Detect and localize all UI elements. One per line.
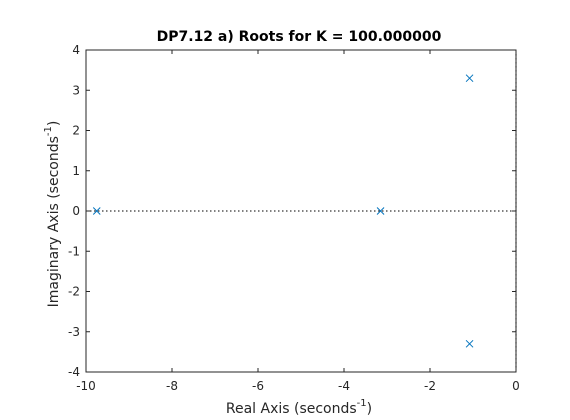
y-tick-label: -1: [68, 244, 80, 258]
x-tick-label: -10: [76, 379, 96, 393]
root-marker-stroke: [376, 207, 385, 215]
y-axis-label: Imaginary Axis (seconds-1): [43, 121, 62, 308]
x-tick-label: -4: [338, 379, 350, 393]
x-tick-label: 0: [512, 379, 520, 393]
plot-area: [85, 49, 517, 373]
root-marker: [465, 339, 474, 348]
y-axis-label-suffix: ): [46, 121, 62, 126]
x-tick-label: -2: [424, 379, 436, 393]
y-tick-label: 4: [72, 43, 80, 57]
root-marker-stroke: [92, 207, 101, 215]
x-axis-label: Real Axis (seconds-1): [226, 398, 372, 417]
root-markers: [92, 74, 474, 348]
y-tick-label: 3: [72, 83, 80, 97]
y-tick-label: 1: [72, 164, 80, 178]
y-tick-labels: -4 -3 -2 -1 0 1 2 3 4: [68, 43, 80, 379]
root-marker: [465, 74, 474, 83]
y-tick-label: -4: [68, 365, 80, 379]
y-tick-label: -3: [68, 325, 80, 339]
axis-ticks: [85, 49, 517, 373]
root-marker-stroke: [465, 339, 474, 348]
y-axis-label-superscript: -1: [43, 126, 54, 136]
root-marker: [376, 207, 385, 215]
y-tick-label: -2: [68, 285, 80, 299]
x-tick-labels: -10 -8 -6 -4 -2 0: [76, 379, 520, 393]
x-axis-label-suffix: ): [367, 401, 372, 417]
y-tick-label: 2: [72, 124, 80, 138]
x-tick-label: -6: [252, 379, 264, 393]
root-marker-stroke: [465, 74, 474, 83]
y-tick-label: 0: [72, 204, 80, 218]
x-axis-label-text: Real Axis (seconds: [226, 401, 357, 417]
x-tick-label: -8: [166, 379, 178, 393]
x-axis-label-superscript: -1: [357, 398, 367, 409]
y-axis-label-text: Imaginary Axis (seconds: [46, 136, 62, 307]
chart-title: DP7.12 a) Roots for K = 100.000000: [157, 29, 442, 45]
root-marker: [92, 207, 101, 215]
